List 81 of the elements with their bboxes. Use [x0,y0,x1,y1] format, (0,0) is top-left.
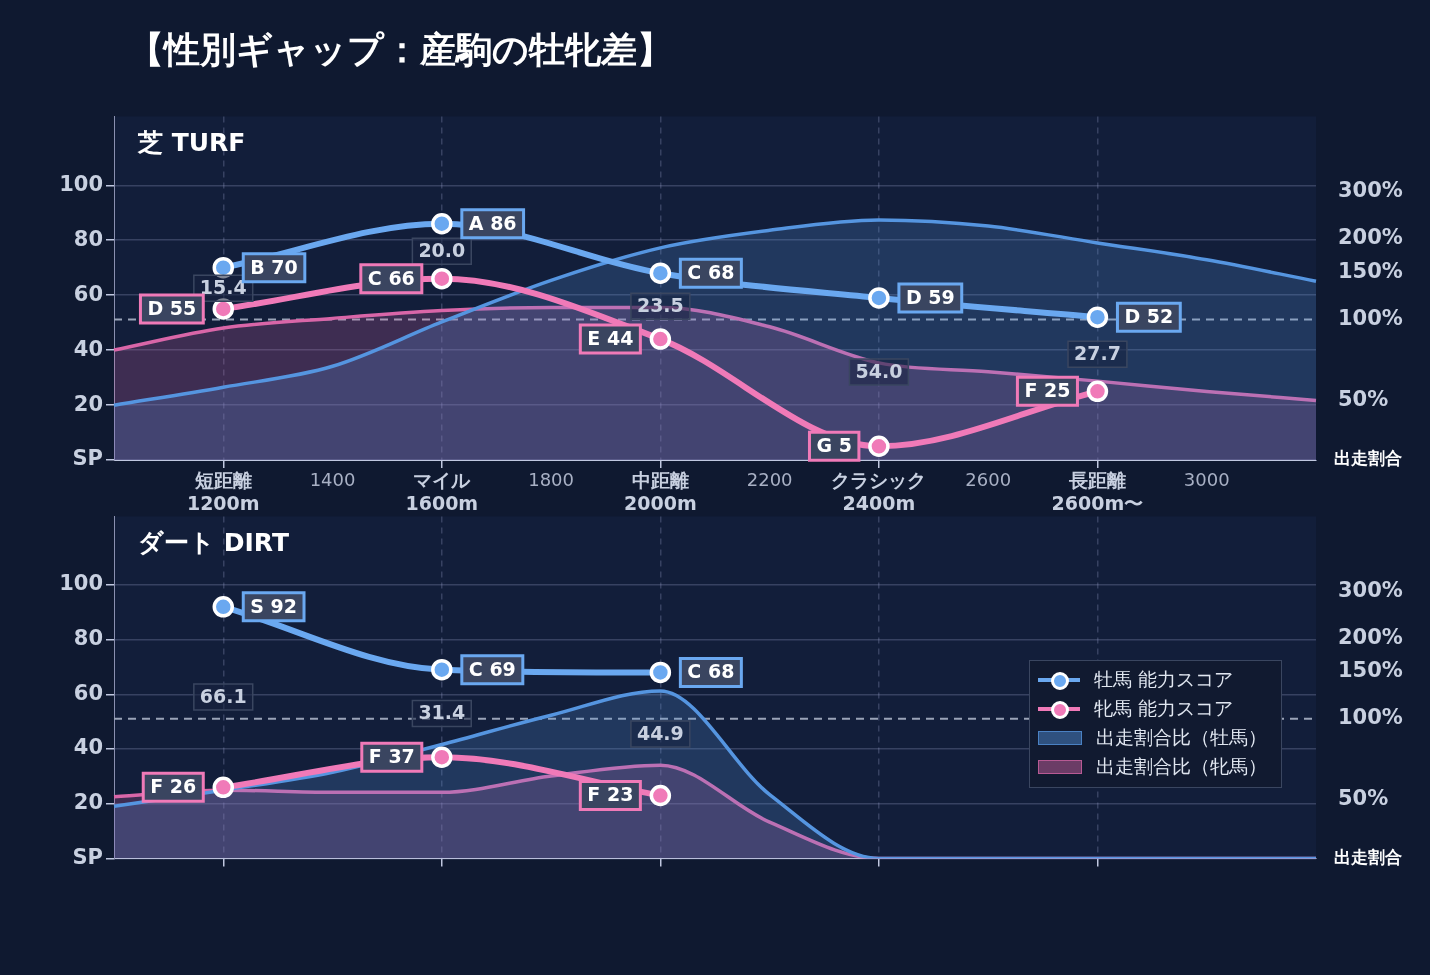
y-tick-label: 100 [59,171,103,196]
y2-tick-label: 50% [1338,785,1389,810]
point [212,596,235,618]
data-label: C 66 [367,266,415,289]
annotation: 20.0 [418,239,466,262]
y-tick-label: 40 [73,735,103,760]
y2-tick-label: 150% [1338,258,1403,283]
data-label: G 5 [816,434,852,457]
annotation: 27.7 [1074,342,1121,365]
annotation: 31.4 [418,701,466,724]
y-tick-label: SP [72,844,103,869]
point [431,212,453,235]
y2-tick-label: 300% [1338,177,1403,202]
y2-tick-label: 200% [1338,225,1403,250]
data-label: A 86 [468,211,517,234]
point [649,328,672,350]
data-label: D 55 [147,296,197,319]
data-label: S 92 [250,594,298,617]
data-label: E 44 [587,327,634,350]
data-label: C 68 [687,660,735,683]
annotation: 23.5 [636,294,684,317]
point [1086,306,1109,328]
point [1086,380,1109,403]
x-tick-label: 1800 [528,469,574,491]
legend-label: 出走割合比（牝馬） [1096,753,1267,779]
point [431,267,453,290]
annotation: 66.1 [199,685,247,708]
point [212,298,235,320]
point [212,776,235,799]
point [649,661,672,684]
y-tick-label: 40 [73,336,103,361]
y2-tick-label: 100% [1338,705,1403,730]
data-label: D 52 [1124,305,1174,328]
point [868,287,890,309]
data-label: F 26 [150,775,197,798]
x-tick-label: 2600 [965,469,1012,491]
data-label: C 69 [468,657,516,680]
y2-tick-label: 50% [1338,386,1389,411]
annotation: 44.9 [636,721,684,744]
chart-title: 【性別ギャップ：産駒の牡牝差】 [128,28,673,72]
x-tick-label: 3000 [1183,469,1230,491]
legend-label: 牝馬 能力スコア [1094,695,1234,721]
y2-tick-label: 300% [1338,577,1403,602]
y-tick-label: 20 [73,790,103,815]
x-tick-label: 2200 [746,469,793,491]
y-tick-label: 20 [73,391,103,416]
y-tick-label: 60 [73,281,103,306]
point [649,784,672,807]
x-tick-label: クラシック 2400m [831,469,927,515]
data-label: D 59 [905,285,955,308]
data-label: F 23 [587,783,634,806]
text: 芝 TURF [137,128,246,158]
data-label: F 37 [368,745,415,768]
point [431,746,453,768]
point [649,262,672,284]
y-tick-label: 100 [59,571,103,596]
legend-label: 出走割合比（牡馬） [1096,724,1267,750]
y2-tick-label: 100% [1338,306,1403,331]
legend-label: 牡馬 能力スコア [1094,666,1234,692]
data-label: C 68 [687,261,735,284]
y-tick-label: 80 [73,226,103,251]
y-tick-label: 60 [73,680,103,705]
point [212,256,235,279]
data-label: B 70 [250,255,298,278]
annotation: 54.0 [855,360,903,383]
y-tick-label: 80 [73,626,103,651]
x-tick-label: 長距離 2600m〜 [1051,469,1144,515]
y-tick-label: SP [72,446,103,471]
point [431,658,453,681]
y2-axis-title: 出走割合 [1334,846,1402,867]
text: ダート DIRT [138,528,289,558]
y2-axis-title: 出走割合 [1334,448,1402,469]
x-tick-label: マイル 1600m [405,469,479,515]
annotation: 15.4 [199,276,247,299]
data-label: F 25 [1024,379,1071,402]
x-tick-label: 1400 [309,469,356,491]
y2-tick-label: 200% [1338,624,1403,649]
y2-tick-label: 150% [1338,658,1403,683]
x-tick-label: 中距離 2000m [624,469,697,515]
point [868,435,890,458]
x-tick-label: 短距離 1200m [186,469,260,515]
